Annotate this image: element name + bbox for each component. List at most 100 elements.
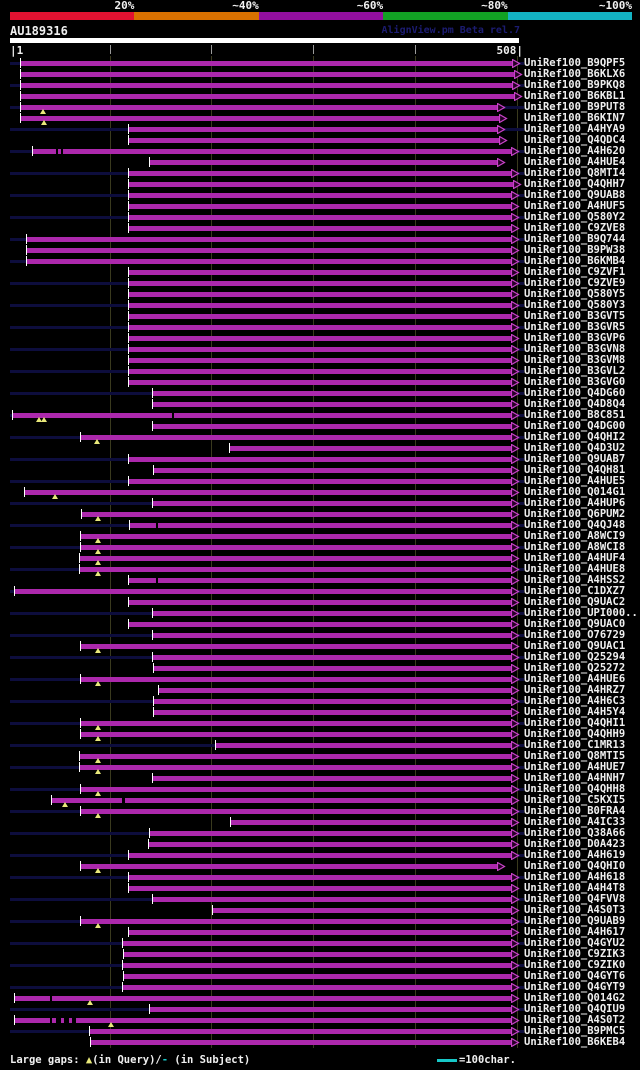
- hit-label[interactable]: UniRef100_C9ZVE9: [524, 277, 626, 289]
- hit-bar[interactable]: [124, 974, 511, 979]
- hit-label[interactable]: UniRef100_Q4GYU2: [524, 937, 626, 949]
- hit-label[interactable]: UniRef100_A4H4T8: [524, 882, 626, 894]
- hit-label[interactable]: UniRef100_Q4QHH7: [524, 178, 626, 190]
- hit-bar[interactable]: [154, 468, 511, 473]
- hit-label[interactable]: UniRef100_A4HUP6: [524, 497, 626, 509]
- hit-bar[interactable]: [129, 226, 511, 231]
- hit-bar[interactable]: [129, 215, 511, 220]
- hit-label[interactable]: UniRef100_B9Q744: [524, 233, 626, 245]
- hit-label[interactable]: UniRef100_Q8MTI5: [524, 750, 626, 762]
- hit-bar[interactable]: [129, 457, 511, 462]
- hit-label[interactable]: UniRef100_A4S0T2: [524, 1014, 626, 1026]
- hit-label[interactable]: UniRef100_Q9UAB8: [524, 189, 626, 201]
- hit-label[interactable]: UniRef100_B3GVP6: [524, 332, 626, 344]
- hit-bar[interactable]: [15, 996, 511, 1001]
- hit-label[interactable]: UniRef100_B6KIN7: [524, 112, 626, 124]
- hit-bar[interactable]: [129, 204, 511, 209]
- hit-label[interactable]: UniRef100_Q4QHH9: [524, 728, 626, 740]
- hit-bar[interactable]: [21, 94, 514, 99]
- hit-label[interactable]: UniRef100_B9PKQ8: [524, 79, 626, 91]
- hit-bar[interactable]: [129, 622, 511, 627]
- hit-label[interactable]: UniRef100_Q4QIU9: [524, 1003, 626, 1015]
- hit-label[interactable]: UniRef100_C1DXZ7: [524, 585, 626, 597]
- hit-bar[interactable]: [15, 589, 511, 594]
- hit-label[interactable]: UniRef100_B3GVM8: [524, 354, 626, 366]
- hit-label[interactable]: UniRef100_A4H620: [524, 145, 626, 157]
- hit-label[interactable]: UniRef100_B6KLX6: [524, 68, 626, 80]
- hit-bar[interactable]: [150, 160, 497, 165]
- hit-label[interactable]: UniRef100_A4HUE6: [524, 673, 626, 685]
- hit-bar[interactable]: [25, 490, 511, 495]
- hit-bar[interactable]: [130, 523, 511, 528]
- hit-label[interactable]: UniRef100_A4HNH7: [524, 772, 626, 784]
- hit-label[interactable]: UniRef100_Q25294: [524, 651, 626, 663]
- hit-bar[interactable]: [82, 512, 511, 517]
- hit-bar[interactable]: [231, 820, 511, 825]
- hit-label[interactable]: UniRef100_Q9UAC0: [524, 618, 626, 630]
- hit-bar[interactable]: [129, 600, 511, 605]
- hit-label[interactable]: UniRef100_Q6PUM2: [524, 508, 626, 520]
- hit-label[interactable]: UniRef100_Q4DG60: [524, 387, 626, 399]
- hit-label[interactable]: UniRef100_A4HUF5: [524, 200, 626, 212]
- hit-bar[interactable]: [129, 325, 511, 330]
- hit-bar[interactable]: [52, 798, 511, 803]
- hit-bar[interactable]: [230, 446, 511, 451]
- hit-bar[interactable]: [81, 787, 511, 792]
- hit-bar[interactable]: [153, 655, 511, 660]
- hit-bar[interactable]: [150, 831, 511, 836]
- hit-label[interactable]: UniRef100_Q4QHI1: [524, 717, 626, 729]
- hit-bar[interactable]: [81, 545, 511, 550]
- hit-label[interactable]: UniRef100_B3GVR5: [524, 321, 626, 333]
- hit-bar[interactable]: [81, 435, 511, 440]
- hit-label[interactable]: UniRef100_Q4QHH8: [524, 783, 626, 795]
- hit-bar[interactable]: [80, 765, 511, 770]
- hit-bar[interactable]: [129, 314, 511, 319]
- hit-bar[interactable]: [129, 336, 511, 341]
- hit-bar[interactable]: [150, 1007, 511, 1012]
- hit-label[interactable]: UniRef100_B8C851: [524, 409, 626, 421]
- hit-bar[interactable]: [124, 952, 511, 957]
- hit-bar[interactable]: [154, 699, 511, 704]
- hit-bar[interactable]: [81, 721, 511, 726]
- hit-bar[interactable]: [129, 270, 511, 275]
- hit-bar[interactable]: [129, 303, 511, 308]
- hit-bar[interactable]: [33, 149, 511, 154]
- hit-bar[interactable]: [129, 380, 511, 385]
- hit-label[interactable]: UniRef100_B6KMB4: [524, 255, 626, 267]
- hit-label[interactable]: UniRef100_B9QPF5: [524, 57, 626, 69]
- hit-bar[interactable]: [81, 677, 511, 682]
- hit-bar[interactable]: [81, 732, 511, 737]
- hit-label[interactable]: UniRef100_Q9UAB7: [524, 453, 626, 465]
- hit-bar[interactable]: [123, 985, 511, 990]
- hit-label[interactable]: UniRef100_A4IC33: [524, 816, 626, 828]
- hit-bar[interactable]: [129, 138, 499, 143]
- hit-label[interactable]: UniRef100_C1MR13: [524, 739, 626, 751]
- hit-label[interactable]: UniRef100_Q4D3U2: [524, 442, 626, 454]
- hit-bar[interactable]: [21, 116, 499, 121]
- hit-bar[interactable]: [129, 281, 511, 286]
- hit-bar[interactable]: [129, 358, 511, 363]
- hit-label[interactable]: UniRef100_Q25272: [524, 662, 626, 674]
- hit-label[interactable]: UniRef100_B0FRA4: [524, 805, 626, 817]
- hit-bar[interactable]: [213, 908, 511, 913]
- hit-label[interactable]: UniRef100_B9PMC5: [524, 1025, 626, 1037]
- hit-label[interactable]: UniRef100_A4HUF4: [524, 552, 626, 564]
- hit-label[interactable]: UniRef100_A4HRZ7: [524, 684, 626, 696]
- hit-bar[interactable]: [91, 1040, 511, 1045]
- hit-label[interactable]: UniRef100_Q580Y2: [524, 211, 626, 223]
- hit-bar[interactable]: [129, 369, 511, 374]
- hit-bar[interactable]: [80, 556, 511, 561]
- hit-bar[interactable]: [81, 864, 497, 869]
- hit-bar[interactable]: [80, 754, 511, 759]
- hit-label[interactable]: UniRef100_Q9UAC1: [524, 640, 626, 652]
- hit-bar[interactable]: [21, 105, 497, 110]
- hit-label[interactable]: UniRef100_Q4GYT9: [524, 981, 626, 993]
- hit-bar[interactable]: [129, 875, 511, 880]
- hit-bar[interactable]: [129, 182, 513, 187]
- hit-bar[interactable]: [90, 1029, 511, 1034]
- hit-label[interactable]: UniRef100_B6KEB4: [524, 1036, 626, 1048]
- hit-bar[interactable]: [159, 688, 511, 693]
- hit-bar[interactable]: [27, 248, 511, 253]
- hit-bar[interactable]: [81, 809, 511, 814]
- hit-label[interactable]: UniRef100_C9ZIK3: [524, 948, 626, 960]
